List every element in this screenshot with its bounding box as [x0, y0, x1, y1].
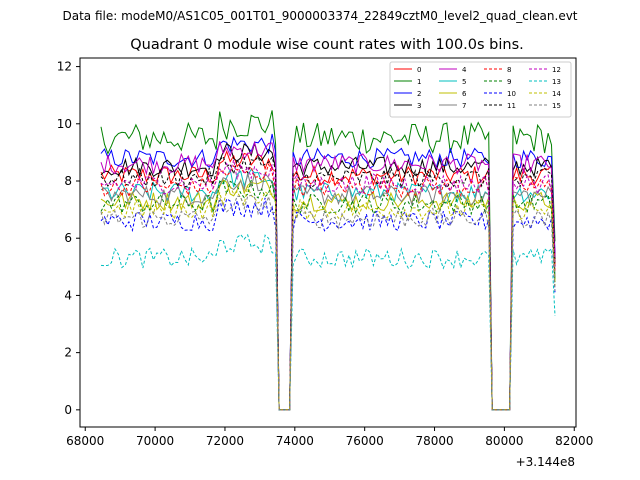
legend-label-6: 6	[462, 90, 467, 98]
y-tick-label: 4	[64, 288, 72, 302]
series-line-10	[100, 197, 556, 411]
x-tick-label: 72000	[206, 434, 244, 448]
legend-label-9: 9	[507, 78, 511, 86]
legend-label-2: 2	[417, 90, 421, 98]
x-tick-label: 80000	[485, 434, 523, 448]
y-tick-label: 10	[57, 117, 72, 131]
series-line-13	[100, 233, 556, 411]
series-line-2	[100, 133, 556, 411]
plot-area	[100, 110, 556, 411]
legend-label-1: 1	[417, 78, 421, 86]
y-tick-label: 8	[64, 174, 72, 188]
legend-label-14: 14	[552, 90, 561, 98]
legend-frame	[389, 61, 572, 118]
axes: 68000 70000 72000 74000 76000 78000 80000 82000…	[57, 57, 593, 448]
series-line-9	[100, 180, 556, 411]
legend-label-7: 7	[462, 102, 466, 110]
legend-label-3: 3	[417, 102, 421, 110]
series-line-12	[100, 159, 556, 411]
legend-label-10: 10	[507, 90, 516, 98]
series-line-0	[100, 150, 556, 411]
series-line-11	[100, 155, 556, 411]
x-tick-label: 82000	[555, 434, 593, 448]
series-line-4	[100, 140, 556, 411]
y-tick-label: 0	[64, 403, 72, 417]
legend-label-4: 4	[462, 66, 467, 74]
legend-label-0: 0	[417, 66, 421, 74]
series-line-15	[100, 194, 556, 411]
legend-label-12: 12	[552, 66, 561, 74]
legend-label-15: 15	[552, 102, 561, 110]
x-tick-label: 76000	[346, 434, 384, 448]
y-tick-label: 6	[64, 231, 72, 245]
y-tick-label: 2	[64, 346, 72, 360]
x-tick-label: 68000	[66, 434, 104, 448]
series-line-14	[100, 184, 556, 411]
suptitle: Data file: modeM0/AS1C05_001T01_90000033…	[62, 9, 577, 23]
legend-label-13: 13	[552, 78, 561, 86]
y-tick-label: 12	[57, 60, 72, 74]
x-offset-label: +3.144e8	[516, 455, 575, 469]
series-line-1	[100, 110, 556, 411]
legend-label-8: 8	[507, 66, 511, 74]
x-tick-label: 70000	[136, 434, 174, 448]
chart-title: Quadrant 0 module wise count rates with …	[130, 37, 524, 53]
legend-label-11: 11	[507, 102, 516, 110]
x-tick-label: 74000	[276, 434, 314, 448]
legend-label-5: 5	[462, 78, 466, 86]
x-tick-label: 78000	[415, 434, 453, 448]
axes-frame	[79, 57, 577, 428]
